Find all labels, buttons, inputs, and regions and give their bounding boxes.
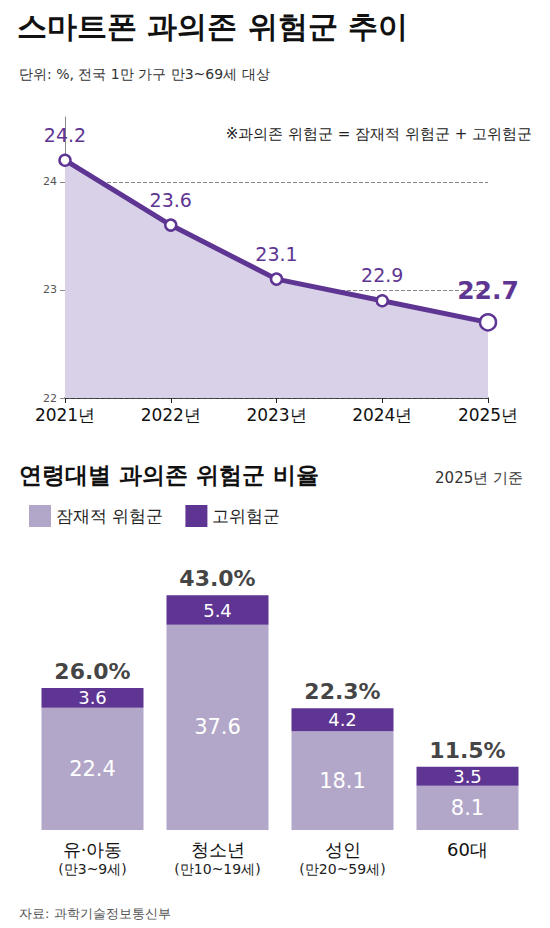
svg-text:(만3~9세): (만3~9세) <box>58 861 126 877</box>
svg-text:23.1: 23.1 <box>255 243 297 265</box>
svg-text:(만10~19세): (만10~19세) <box>174 861 260 877</box>
svg-text:5.4: 5.4 <box>203 600 232 621</box>
svg-text:26.0%: 26.0% <box>54 659 130 684</box>
svg-text:18.1: 18.1 <box>319 769 366 793</box>
svg-text:2024년: 2024년 <box>352 405 412 425</box>
svg-text:스마트폰 과의존 위험군 추이: 스마트폰 과의존 위험군 추이 <box>17 9 408 44</box>
svg-text:22.4: 22.4 <box>69 757 116 781</box>
svg-text:24.2: 24.2 <box>44 124 86 146</box>
svg-text:자료: 과학기술정보통신부: 자료: 과학기술정보통신부 <box>19 906 171 921</box>
svg-text:유·아동: 유·아동 <box>63 839 123 860</box>
svg-text:11.5%: 11.5% <box>429 738 505 763</box>
svg-text:23: 23 <box>43 283 57 296</box>
svg-text:고위험군: 고위험군 <box>212 506 280 526</box>
svg-text:22.3%: 22.3% <box>304 679 380 704</box>
svg-text:43.0%: 43.0% <box>179 566 255 591</box>
svg-text:2021년: 2021년 <box>35 405 95 425</box>
svg-text:22.7: 22.7 <box>457 276 519 305</box>
svg-text:청소년: 청소년 <box>191 839 245 860</box>
svg-text:22.9: 22.9 <box>361 264 403 286</box>
svg-text:60대: 60대 <box>447 839 488 860</box>
svg-text:2025년 기준: 2025년 기준 <box>435 469 523 487</box>
svg-text:3.5: 3.5 <box>453 766 482 787</box>
svg-text:연령대별 과의존 위험군 비율: 연령대별 과의존 위험군 비율 <box>19 462 319 488</box>
svg-text:잠재적 위험군: 잠재적 위험군 <box>56 506 163 526</box>
svg-text:24: 24 <box>43 175 57 188</box>
svg-text:37.6: 37.6 <box>194 715 241 739</box>
svg-text:성인: 성인 <box>325 839 361 860</box>
svg-text:2025년: 2025년 <box>458 405 518 425</box>
svg-text:(만20~59세): (만20~59세) <box>299 861 385 877</box>
svg-text:8.1: 8.1 <box>451 796 484 820</box>
svg-text:4.2: 4.2 <box>328 709 357 730</box>
svg-text:단위: %, 전국 1만 가구 만3~69세 대상: 단위: %, 전국 1만 가구 만3~69세 대상 <box>19 66 270 82</box>
svg-text:3.6: 3.6 <box>78 687 107 708</box>
svg-text:※과의존 위험군 = 잠재적 위험군 + 고위험군: ※과의존 위험군 = 잠재적 위험군 + 고위험군 <box>226 125 532 143</box>
svg-text:22: 22 <box>43 392 57 405</box>
svg-text:2023년: 2023년 <box>246 405 306 425</box>
svg-text:2022년: 2022년 <box>141 405 201 425</box>
svg-text:23.6: 23.6 <box>150 189 192 211</box>
